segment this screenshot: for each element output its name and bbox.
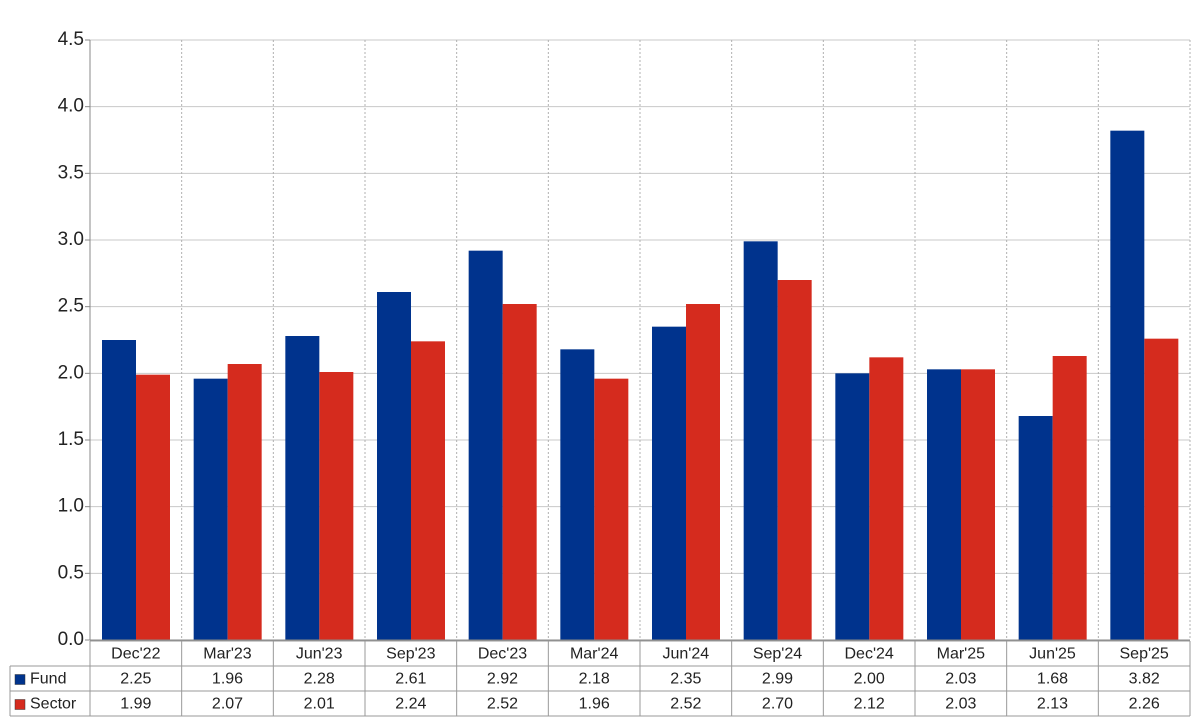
data-label: 2.92	[487, 671, 518, 688]
data-label: 2.25	[120, 671, 151, 688]
data-label: 2.00	[854, 671, 885, 688]
bar	[1110, 130, 1145, 640]
legend-label: Sector	[30, 696, 77, 713]
data-label: 1.99	[120, 696, 151, 713]
legend-label: Fund	[30, 671, 66, 688]
data-label: 2.61	[395, 671, 426, 688]
x-tick-label: Mar'25	[937, 646, 986, 663]
data-label: 2.35	[670, 671, 701, 688]
y-tick-label: 4.0	[58, 96, 84, 117]
data-label: 2.52	[487, 696, 518, 713]
data-label: 2.03	[945, 671, 976, 688]
data-label: 2.52	[670, 696, 701, 713]
y-tick-label: 2.5	[58, 296, 84, 317]
bar	[136, 374, 170, 640]
data-label: 2.28	[304, 671, 335, 688]
bar	[927, 369, 961, 640]
x-tick-label: Dec'23	[478, 646, 527, 663]
bar	[961, 369, 995, 640]
legend-swatch	[14, 674, 26, 685]
legend-swatch	[14, 699, 26, 710]
data-label: 2.24	[395, 696, 426, 713]
x-tick-label: Jun'25	[1029, 646, 1076, 663]
data-label: 2.18	[579, 671, 610, 688]
bar	[468, 250, 503, 640]
x-tick-label: Dec'24	[845, 646, 894, 663]
y-tick-label: 3.0	[58, 229, 84, 250]
data-label: 3.82	[1129, 671, 1160, 688]
bar	[686, 304, 720, 640]
bar	[835, 373, 870, 640]
bar	[743, 241, 778, 641]
bar	[102, 340, 136, 640]
bar	[1018, 416, 1053, 640]
data-label: 2.12	[854, 696, 885, 713]
bar	[594, 378, 629, 640]
bar	[319, 372, 354, 640]
data-label: 2.99	[762, 671, 793, 688]
y-tick-label: 0.5	[58, 562, 84, 583]
bar	[869, 357, 904, 640]
data-label: 1.96	[579, 696, 610, 713]
bar	[227, 364, 262, 640]
x-tick-label: Mar'23	[203, 646, 252, 663]
bar	[285, 336, 320, 640]
x-tick-label: Jun'24	[663, 646, 710, 663]
data-label: 2.03	[945, 696, 976, 713]
bar	[1052, 356, 1087, 640]
bar	[1144, 338, 1179, 640]
x-tick-label: Sep'23	[386, 646, 435, 663]
x-tick-label: Sep'24	[753, 646, 802, 663]
x-tick-label: Jun'23	[296, 646, 343, 663]
bar	[193, 378, 228, 640]
data-label: 2.01	[304, 696, 335, 713]
data-label: 2.07	[212, 696, 243, 713]
x-tick-label: Mar'24	[570, 646, 619, 663]
data-label: 2.26	[1129, 696, 1160, 713]
data-label: 2.13	[1037, 696, 1068, 713]
y-tick-label: 1.5	[58, 429, 84, 450]
data-label: 1.96	[212, 671, 243, 688]
x-tick-label: Dec'22	[111, 646, 160, 663]
bar	[777, 280, 812, 640]
bar	[377, 292, 411, 640]
y-tick-label: 0.0	[58, 629, 84, 650]
y-tick-label: 1.0	[58, 496, 84, 517]
bar	[652, 326, 686, 640]
y-tick-label: 4.5	[58, 29, 84, 50]
bar	[411, 341, 445, 640]
bar	[560, 349, 595, 640]
bar	[502, 304, 537, 640]
data-label: 2.70	[762, 696, 793, 713]
data-label: 1.68	[1037, 671, 1068, 688]
y-tick-label: 3.5	[58, 162, 84, 183]
x-tick-label: Sep'25	[1120, 646, 1169, 663]
y-tick-label: 2.0	[58, 362, 84, 383]
